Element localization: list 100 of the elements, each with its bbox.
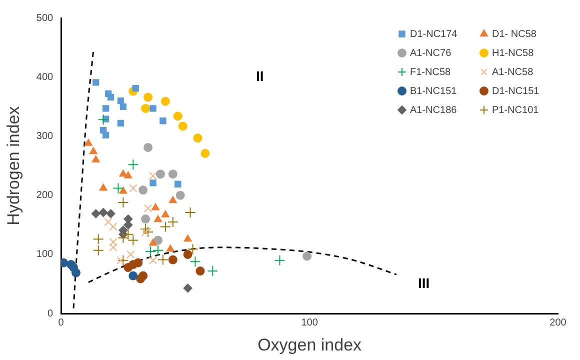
legend-label: B1-NC151 (410, 86, 458, 97)
point (132, 85, 139, 92)
point (184, 234, 192, 242)
point (150, 180, 156, 186)
point (160, 118, 166, 124)
legend-label: D1- NC58 (492, 28, 537, 40)
point (160, 96, 170, 106)
point (154, 215, 162, 222)
point (161, 210, 170, 218)
point (183, 250, 192, 259)
point (124, 171, 132, 178)
point (148, 256, 158, 264)
point (109, 222, 118, 231)
y-tick-label: 500 (36, 12, 54, 24)
point (274, 254, 286, 266)
point (104, 218, 112, 226)
point (157, 254, 168, 266)
point (126, 250, 135, 259)
x-tick-label: 200 (550, 317, 567, 328)
point (160, 221, 171, 232)
point (302, 252, 312, 261)
point (149, 238, 157, 246)
point (92, 244, 104, 256)
y-tick-label: 0 (48, 308, 54, 320)
point (193, 134, 202, 143)
point (166, 244, 174, 252)
point (92, 79, 100, 86)
point (138, 186, 148, 195)
point (167, 216, 178, 228)
point (144, 204, 152, 212)
legend-label: A1-NC186 (410, 104, 458, 116)
x-axis-title: Oxygen index (258, 335, 362, 354)
legend-label: D1-NC174 (410, 28, 458, 40)
point (92, 234, 104, 245)
point (119, 170, 128, 177)
y-axis-title: Hydrogen index (4, 106, 23, 226)
point (184, 207, 196, 218)
point (144, 142, 153, 152)
point (168, 170, 178, 179)
point (128, 159, 139, 170)
y-tick-label: 200 (36, 190, 54, 202)
point (98, 208, 108, 218)
point (128, 271, 138, 280)
point (176, 190, 185, 200)
x-tick-label: 0 (58, 317, 64, 328)
point (119, 186, 128, 194)
y-tick-label: 100 (36, 249, 54, 260)
point (118, 196, 129, 208)
point (89, 147, 98, 154)
point (153, 236, 162, 245)
legend-label: A1-NC58 (492, 66, 534, 78)
point (190, 256, 201, 268)
point (183, 284, 192, 293)
point (148, 172, 158, 180)
point (71, 268, 80, 278)
point (141, 104, 150, 113)
point (142, 226, 154, 238)
y-tick-label: 400 (36, 72, 54, 83)
point (117, 97, 124, 104)
annotation: II (256, 68, 264, 84)
point (118, 254, 129, 266)
point (174, 180, 182, 188)
point (156, 170, 165, 179)
point (91, 209, 100, 218)
point (84, 138, 92, 146)
point (144, 92, 153, 102)
point (102, 132, 110, 138)
point (118, 232, 129, 244)
point (107, 94, 114, 101)
point (142, 228, 150, 236)
point (168, 196, 177, 204)
point (140, 224, 152, 235)
legend-label: H1-NC58 (492, 48, 534, 59)
legend-label: P1-NC101 (492, 104, 540, 116)
point (134, 258, 143, 268)
line-series (88, 246, 398, 284)
point (145, 246, 156, 258)
point (173, 112, 182, 121)
point (99, 184, 108, 191)
point (187, 244, 198, 255)
y-tick-label: 300 (36, 130, 54, 142)
point (129, 184, 138, 192)
legend-label: D1-NC151 (492, 86, 540, 97)
legend-label: F1-NC58 (410, 66, 452, 78)
point (120, 103, 127, 110)
legend-label: A1-NC76 (410, 48, 452, 59)
annotation: III (418, 274, 430, 291)
x-tick-label: 100 (301, 317, 318, 328)
point (136, 274, 146, 284)
point (102, 105, 110, 112)
point (117, 120, 124, 127)
point (141, 214, 150, 224)
point (152, 244, 164, 256)
point (207, 266, 218, 277)
point (178, 122, 188, 131)
point (168, 255, 178, 264)
point (200, 148, 210, 158)
point (116, 256, 125, 264)
point (112, 182, 124, 194)
point (106, 209, 116, 218)
